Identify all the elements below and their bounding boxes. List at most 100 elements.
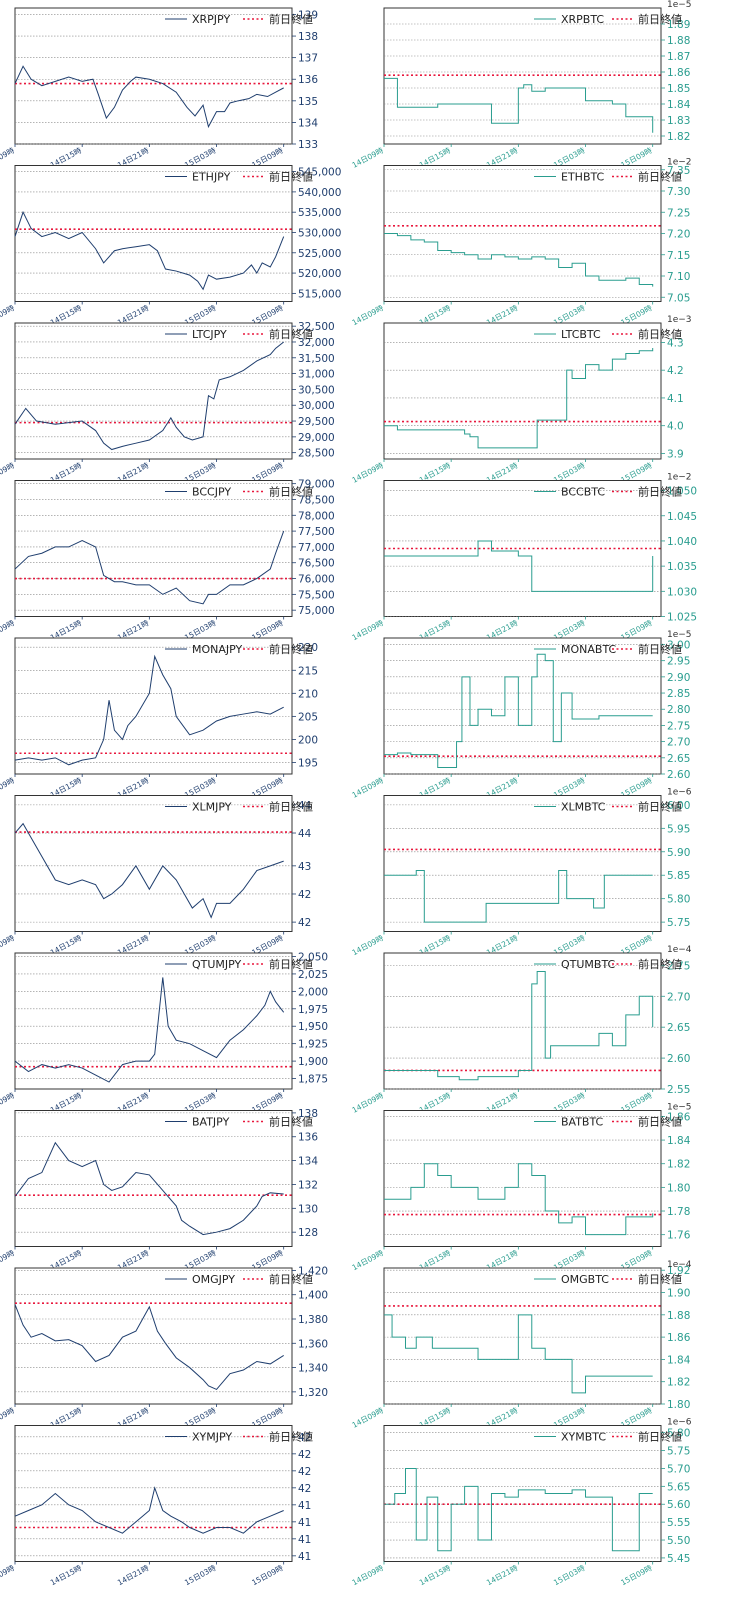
- x-tick-label: 14日09時: [0, 303, 16, 327]
- plot-frame: [383, 637, 662, 775]
- y-tick-label: 44: [298, 828, 312, 840]
- y-tick-label: 139: [298, 9, 318, 21]
- y-tick-label: 79,000: [298, 479, 335, 491]
- y-tick-label: 128: [298, 1227, 318, 1239]
- y-tick-label: 215: [298, 665, 318, 677]
- legend-label: LTCJPY: [192, 328, 227, 341]
- y-tick-label: 32,000: [298, 337, 335, 349]
- x-tick-label: 14日09時: [0, 146, 16, 170]
- legend-label: XRPJPY: [192, 13, 230, 26]
- legend-label-prev-close: 前日終値: [269, 957, 313, 971]
- y-tick-label: 5.80: [667, 1428, 690, 1440]
- axis-exponent: 1e−3: [667, 315, 692, 325]
- axis-exponent: 1e−6: [667, 788, 692, 798]
- legend-label: BCCJPY: [192, 486, 231, 499]
- y-tick-label: 540,000: [298, 187, 341, 199]
- y-tick-label: 137: [298, 53, 318, 65]
- y-tick-label: 7.10: [667, 271, 690, 283]
- y-tick-label: 2.85: [667, 688, 690, 700]
- y-tick-label: 1.92: [667, 1265, 690, 1277]
- y-tick-label: 1,875: [298, 1074, 328, 1086]
- y-tick-label: 535,000: [298, 207, 341, 219]
- y-tick-label: 130: [298, 1203, 318, 1215]
- y-tick-label: 28,500: [298, 448, 335, 460]
- y-tick-label: 1.76: [667, 1230, 691, 1242]
- chart-panel: 515,000 520,000 525,000 530,000 535,000 540,0…: [0, 165, 341, 327]
- legend-label-prev-close: 前日終値: [269, 485, 313, 499]
- legend-label-prev-close: 前日終値: [269, 1115, 313, 1129]
- y-tick-label: 2.75: [667, 720, 690, 732]
- y-tick-label: 4.1: [667, 393, 684, 405]
- y-tick-label: 5.95: [667, 823, 690, 835]
- y-tick-label: 2.60: [667, 1053, 690, 1065]
- y-tick-label: 1.85: [667, 83, 690, 95]
- legend-label: XLMBTC: [561, 801, 606, 814]
- y-tick-label: 1,380: [298, 1314, 328, 1326]
- x-tick-label: 14日09時: [0, 1248, 16, 1272]
- legend-label-prev-close: 前日終値: [638, 642, 682, 656]
- y-tick-label: 2,025: [298, 969, 328, 981]
- y-tick-label: 2.60: [667, 769, 690, 781]
- y-tick-label: 1.80: [667, 1182, 690, 1194]
- legend-label-prev-close: 前日終値: [638, 957, 682, 971]
- y-tick-label: 77,000: [298, 542, 335, 554]
- plot-frame: [14, 1110, 293, 1247]
- y-tick-label: 2.70: [667, 991, 690, 1003]
- legend-label: MONAJPY: [192, 643, 243, 656]
- y-tick-label: 515,000: [298, 288, 341, 300]
- y-tick-label: 133: [298, 139, 318, 151]
- series-line: [14, 1486, 284, 1534]
- series-line: [384, 233, 654, 287]
- y-tick-label: 2,000: [298, 986, 328, 998]
- y-tick-label: 520,000: [298, 268, 341, 280]
- legend-label-prev-close: 前日終値: [638, 12, 682, 26]
- series-line: [14, 65, 284, 129]
- y-tick-label: 32,500: [298, 321, 335, 333]
- axis-exponent: 1e−6: [667, 1418, 692, 1428]
- series-line: [14, 210, 285, 291]
- y-tick-label: 31,000: [298, 369, 335, 381]
- series-line: [14, 1141, 284, 1236]
- x-tick-label: 14日09時: [351, 618, 386, 642]
- chart-panel: 1.82 1.83 1.84 1.85 1.86 1.87 1.88 1.89 1e−5 14日0…: [351, 0, 692, 170]
- legend-label: ETHBTC: [561, 171, 605, 184]
- legend-label: MONABTC: [561, 643, 617, 656]
- y-tick-label: 75,000: [298, 605, 335, 617]
- y-tick-label: 41: [298, 1534, 311, 1546]
- axis-exponent: 1e−4: [667, 1260, 692, 1270]
- y-tick-label: 4.0: [667, 421, 684, 433]
- y-tick-label: 220: [298, 642, 318, 654]
- y-tick-label: 41: [298, 1551, 311, 1563]
- y-tick-label: 1,950: [298, 1021, 328, 1033]
- legend-label-prev-close: 前日終値: [638, 170, 682, 184]
- y-tick-label: 7.05: [667, 292, 690, 304]
- y-tick-label: 7.35: [667, 165, 690, 177]
- y-tick-label: 7.25: [667, 207, 690, 219]
- axis-exponent: 1e−4: [667, 945, 692, 955]
- legend-label-prev-close: 前日終値: [269, 1430, 313, 1444]
- y-tick-label: 41: [298, 1517, 311, 1529]
- y-tick-label: 5.55: [667, 1517, 690, 1529]
- y-tick-label: 3.9: [667, 448, 684, 460]
- x-tick-label: 14日09時: [351, 1406, 386, 1430]
- x-tick-label: 15日03時: [552, 1563, 587, 1587]
- y-tick-label: 132: [298, 1179, 318, 1191]
- y-tick-label: 2.80: [667, 704, 690, 716]
- y-tick-label: 7.20: [667, 229, 690, 241]
- chart-panel: 1.025 1.030 1.035 1.040 1.045 1.050 1e−2 14日09時…: [351, 473, 697, 643]
- y-tick-label: 4.2: [667, 365, 684, 377]
- y-tick-label: 138: [298, 1108, 318, 1120]
- legend-label-prev-close: 前日終値: [269, 800, 313, 814]
- series-line: [14, 977, 285, 1083]
- y-tick-label: 78,500: [298, 494, 335, 506]
- x-tick-label: 14日09時: [0, 1091, 16, 1115]
- y-tick-label: 1.030: [667, 586, 697, 598]
- y-tick-label: 1.82: [667, 1377, 690, 1389]
- legend-label: QTUMJPY: [192, 958, 242, 971]
- y-tick-label: 138: [298, 31, 318, 43]
